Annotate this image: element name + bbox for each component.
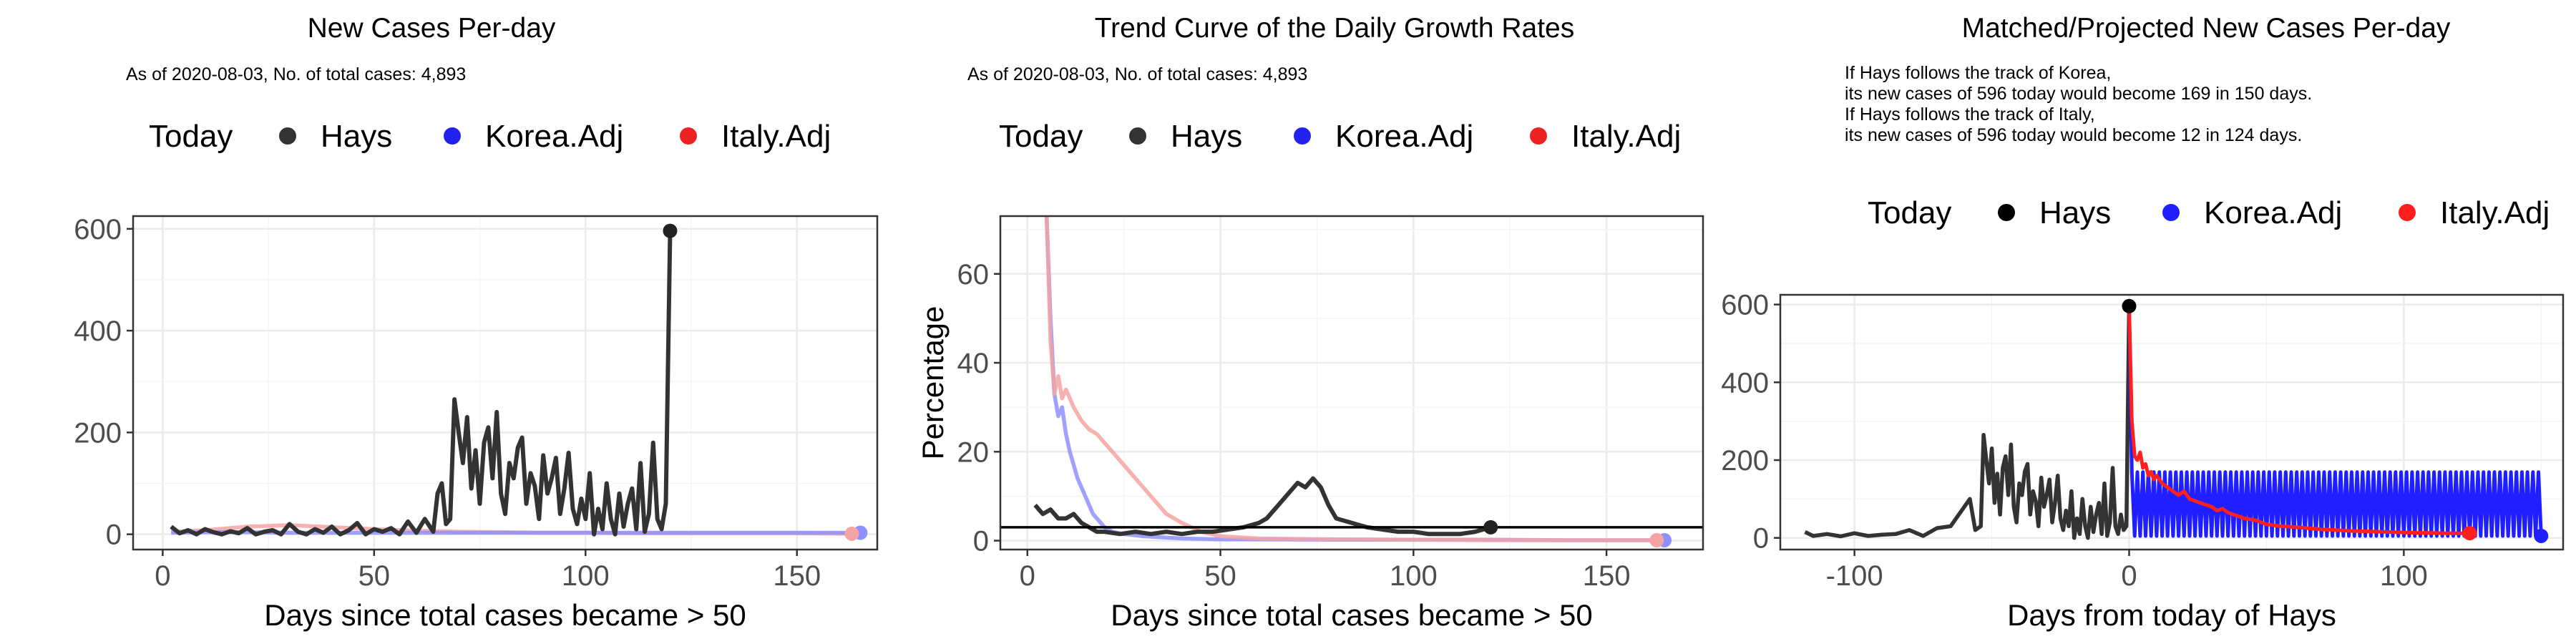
legend-label: Hays <box>1171 119 1242 154</box>
series-line-hays <box>1033 476 1492 537</box>
series-line-korea-adj <box>1044 216 1664 542</box>
today-point-hays <box>2122 298 2137 313</box>
legend-marker-italy-adj <box>1530 127 1547 145</box>
x-axis-title: Days since total cases became > 50 <box>264 598 746 632</box>
series-line-hays <box>170 230 673 537</box>
today-point-hays <box>663 223 678 238</box>
legend-label: Korea.Adj <box>485 119 623 154</box>
chart-panel-1: New Cases Per-day As of 2020-08-03, No. o… <box>74 13 879 632</box>
series-group <box>1804 298 2549 543</box>
chart-subtitle-line: If Hays follows the track of Italy, <box>1845 104 2095 125</box>
grid <box>1000 216 1704 550</box>
chart-subtitle-line: As of 2020-08-03, No. of total cases: 4,… <box>126 64 466 84</box>
x-axis-title: Days from today of Hays <box>2007 598 2336 632</box>
legend-label: Korea.Adj <box>1335 119 1473 154</box>
axis-ticks: 0 200 400 600 -100 0 100 <box>1721 290 2427 592</box>
legend-title: Today <box>149 119 233 154</box>
today-point-hays <box>1483 519 1498 535</box>
legend: Today Hays Korea.Adj Italy.Adj <box>149 119 831 154</box>
chart-subtitle-line: its new cases of 596 today would become … <box>1845 84 2312 104</box>
y-tick-label: 40 <box>957 348 990 379</box>
today-point-italy-adj <box>844 526 859 541</box>
legend-label: Korea.Adj <box>2204 195 2342 230</box>
legend-label: Italy.Adj <box>1571 119 1681 154</box>
chart-panel-3: Matched/Projected New Cases Per-day If Ha… <box>1721 13 2565 632</box>
series-group <box>1000 216 1703 547</box>
x-tick-label: 150 <box>1583 560 1631 592</box>
plot-border <box>999 215 1704 551</box>
grid <box>133 216 877 550</box>
series-line-hays <box>1804 306 2132 540</box>
x-tick-label: -100 <box>1826 560 1883 592</box>
legend-marker-hays <box>279 127 296 145</box>
y-axis-title: Percentage <box>916 306 950 460</box>
legend: Today Hays Korea.Adj Italy.Adj <box>999 119 1681 154</box>
series-line-italy-adj <box>1044 216 1657 542</box>
chart-title: Trend Curve of the Daily Growth Rates <box>1095 13 1574 44</box>
chart-title: New Cases Per-day <box>308 13 556 44</box>
x-tick-label: 0 <box>155 560 170 592</box>
y-tick-label: 0 <box>1753 523 1769 555</box>
legend-marker-italy-adj <box>680 127 697 145</box>
legend-title: Today <box>999 119 1083 154</box>
axis-ticks: 0 200 400 600 0 50 100 150 <box>74 214 821 592</box>
legend-marker-korea-adj <box>2162 204 2180 221</box>
y-tick-label: 600 <box>74 214 122 245</box>
x-tick-label: 100 <box>1390 560 1438 592</box>
y-tick-label: 0 <box>973 526 989 557</box>
today-point-korea-adj <box>2534 528 2549 543</box>
x-tick-label: 50 <box>358 560 391 592</box>
y-tick-label: 60 <box>957 259 990 291</box>
x-tick-label: 100 <box>562 560 610 592</box>
legend-label: Hays <box>2039 195 2111 230</box>
chart-subtitle-line: its new cases of 596 today would become … <box>1845 125 2302 145</box>
y-tick-label: 600 <box>1721 290 1769 321</box>
series-line-italy-adj <box>2127 306 2470 535</box>
legend: Today Hays Korea.Adj Italy.Adj <box>1868 195 2550 230</box>
y-tick-label: 200 <box>74 417 122 449</box>
plot-border <box>1779 293 2565 551</box>
axis-ticks: 0 20 40 60 0 50 100 150 <box>957 259 1631 592</box>
series-group <box>170 223 868 541</box>
chart-title: Matched/Projected New Cases Per-day <box>1962 13 2451 44</box>
chart-panel-2: Trend Curve of the Daily Growth Rates As … <box>916 13 1704 632</box>
legend-marker-italy-adj <box>2399 204 2416 221</box>
legend-marker-hays <box>1129 127 1146 145</box>
x-tick-label: 100 <box>2380 560 2428 592</box>
x-tick-label: 0 <box>2121 560 2137 592</box>
legend-marker-hays <box>1998 204 2015 221</box>
legend-title: Today <box>1868 195 1951 230</box>
plot-border <box>132 215 879 551</box>
legend-marker-korea-adj <box>444 127 461 145</box>
legend-label: Italy.Adj <box>2440 195 2550 230</box>
x-tick-label: 50 <box>1204 560 1236 592</box>
chart-subtitle-line: As of 2020-08-03, No. of total cases: 4,… <box>967 64 1307 84</box>
series-line-korea-adj <box>2127 306 2543 538</box>
x-axis-title: Days since total cases became > 50 <box>1111 598 1593 632</box>
legend-label: Italy.Adj <box>721 119 831 154</box>
x-tick-label: 150 <box>773 560 821 592</box>
legend-marker-korea-adj <box>1294 127 1311 145</box>
y-tick-label: 20 <box>957 436 990 468</box>
today-point-italy-adj <box>1649 532 1664 547</box>
chart-subtitle-line: If Hays follows the track of Korea, <box>1845 63 2111 83</box>
y-tick-label: 400 <box>1721 367 1769 399</box>
x-tick-label: 0 <box>1020 560 1035 592</box>
y-tick-label: 0 <box>106 519 122 551</box>
y-tick-label: 400 <box>74 316 122 347</box>
y-tick-label: 200 <box>1721 445 1769 477</box>
today-point-italy-adj <box>2462 526 2477 541</box>
legend-label: Hays <box>321 119 392 154</box>
